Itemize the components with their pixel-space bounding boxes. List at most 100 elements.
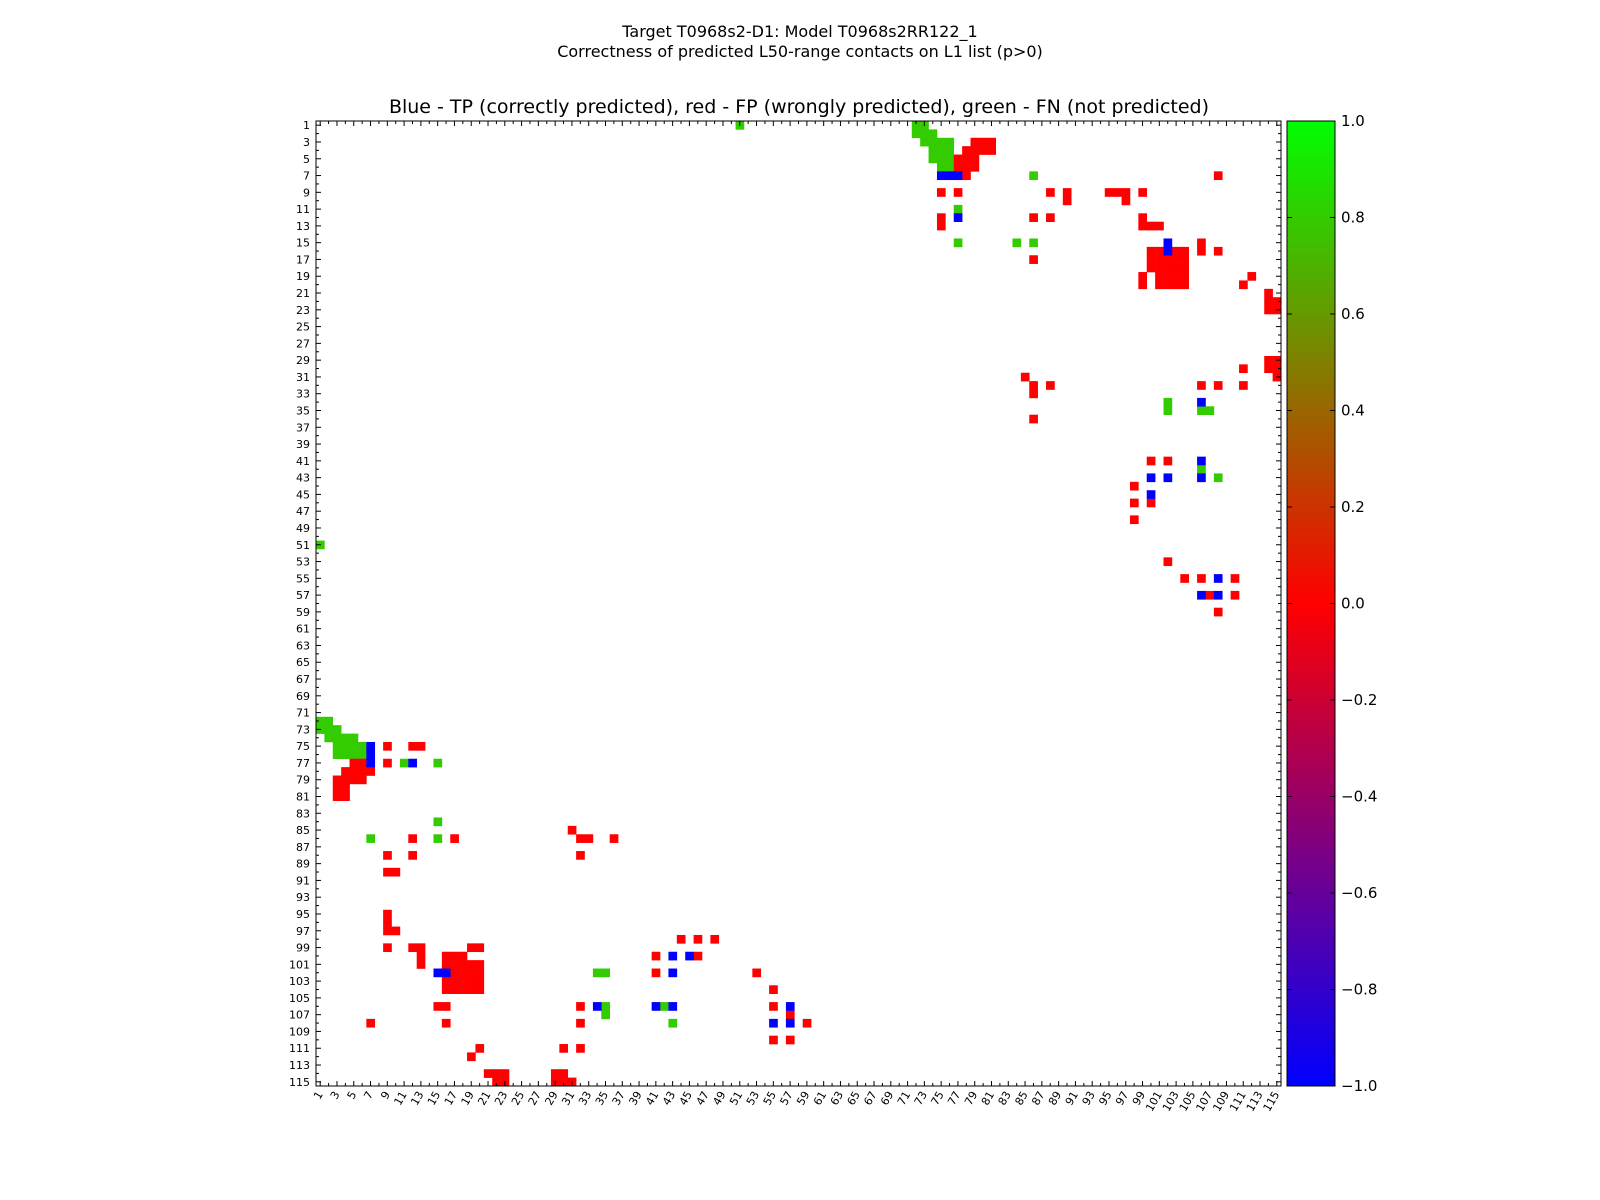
fp-cell (408, 741, 417, 751)
y-tick-label: 115 (289, 1076, 310, 1089)
y-tick-label: 95 (296, 908, 310, 921)
y-tick-label: 75 (296, 740, 310, 753)
x-tick-label: 69 (878, 1089, 896, 1108)
page-title: Target T0968s2-D1: Model T0968s2RR122_1 … (0, 22, 1600, 62)
fp-cell (1264, 297, 1273, 306)
y-tick-label: 35 (296, 405, 310, 418)
fn-cell (1213, 473, 1223, 483)
fp-cell (970, 137, 980, 147)
x-tick-label: 49 (710, 1089, 728, 1108)
fp-cell (559, 1069, 569, 1078)
fp-cell (752, 968, 762, 978)
fn-cell (341, 750, 350, 760)
x-tick-label: 39 (626, 1089, 644, 1108)
fp-cell (1138, 221, 1148, 231)
title-line-1: Target T0968s2-D1: Model T0968s2RR122_1 (622, 22, 978, 41)
fp-cell (475, 976, 485, 986)
y-tick-label: 53 (296, 556, 310, 569)
y-tick-label: 43 (296, 472, 310, 485)
y-tick-label: 85 (296, 824, 310, 837)
fp-cell (458, 968, 468, 978)
fn-cell (1163, 397, 1173, 407)
fp-cell (349, 775, 359, 785)
tp-cell (668, 951, 678, 961)
fn-cell (349, 741, 359, 751)
fn-cell (1029, 171, 1038, 181)
title-line-2: Correctness of predicted L50-range conta… (557, 42, 1043, 61)
x-tick-label: 61 (811, 1089, 829, 1108)
fp-cell (467, 985, 476, 994)
x-tick-label: 15 (425, 1089, 443, 1108)
x-tick-label: 37 (610, 1089, 628, 1108)
fp-cell (1239, 364, 1248, 374)
fp-cell (483, 1069, 493, 1078)
fn-cell (911, 129, 921, 139)
fp-cell (433, 1002, 443, 1011)
y-tick-label: 29 (296, 354, 310, 367)
y-axis-tick-labels: 1357911131517192123252729313335373941434… (289, 119, 310, 1089)
fn-cell (601, 968, 610, 978)
fp-cell (383, 741, 392, 751)
fp-cell (567, 825, 577, 835)
fp-cell (693, 934, 703, 944)
fp-cell (1213, 246, 1223, 256)
fp-cell (391, 867, 401, 877)
fp-cell (1046, 188, 1055, 197)
fp-cell (383, 926, 392, 936)
fn-cell (357, 750, 367, 760)
fp-cell (1020, 372, 1030, 382)
fp-cell (467, 943, 476, 953)
fp-cell (391, 926, 401, 936)
y-tick-label: 15 (296, 237, 310, 250)
tp-cell (769, 1018, 778, 1028)
y-tick-label: 79 (296, 774, 310, 787)
fp-cell (383, 851, 392, 860)
x-tick-label: 65 (845, 1089, 863, 1108)
fp-cell (357, 758, 367, 768)
fp-cell (559, 1044, 569, 1053)
x-tick-label: 87 (1029, 1089, 1047, 1108)
tp-cell (1146, 490, 1156, 499)
fn-cell (366, 834, 376, 843)
fp-cell (383, 918, 392, 927)
fn-cell (341, 741, 350, 751)
fn-cell (324, 733, 334, 743)
fp-cell (1180, 263, 1189, 273)
y-tick-label: 33 (296, 388, 310, 401)
x-tick-label: 45 (677, 1089, 695, 1108)
fp-cell (450, 968, 459, 978)
fp-cell (769, 1002, 778, 1011)
fn-cell (349, 750, 359, 760)
x-tick-label: 9 (378, 1089, 393, 1102)
fn-cell (332, 741, 342, 751)
fn-cell (357, 741, 367, 751)
colorbar-tick-label: 0.6 (1341, 305, 1365, 323)
fn-cell (601, 1010, 610, 1020)
y-tick-label: 87 (296, 841, 310, 854)
x-tick-label: 73 (912, 1089, 930, 1108)
y-tick-label: 47 (296, 505, 310, 518)
fp-cell (1029, 414, 1038, 424)
fp-cell (559, 1077, 569, 1087)
y-tick-label: 83 (296, 807, 310, 820)
fp-cell (1163, 456, 1173, 466)
tp-cell (366, 758, 376, 768)
fp-cell (1121, 196, 1131, 206)
fp-cell (676, 934, 686, 944)
x-tick-label: 51 (727, 1089, 745, 1108)
fp-cell (1155, 221, 1164, 231)
fp-cell (1205, 590, 1215, 600)
x-tick-label: 115 (1261, 1089, 1283, 1114)
tp-cell (668, 968, 678, 978)
chart-subtitle: Blue - TP (correctly predicted), red - F… (389, 96, 1209, 118)
x-tick-label: 3 (328, 1089, 343, 1102)
fp-cell (576, 851, 585, 860)
fn-cell (928, 146, 938, 155)
y-tick-label: 9 (303, 186, 310, 199)
y-tick-label: 73 (296, 723, 310, 736)
fp-cell (458, 985, 468, 994)
y-tick-label: 23 (296, 304, 310, 317)
fn-cell (324, 725, 334, 734)
fp-cell (1171, 272, 1181, 281)
y-tick-label: 69 (296, 690, 310, 703)
